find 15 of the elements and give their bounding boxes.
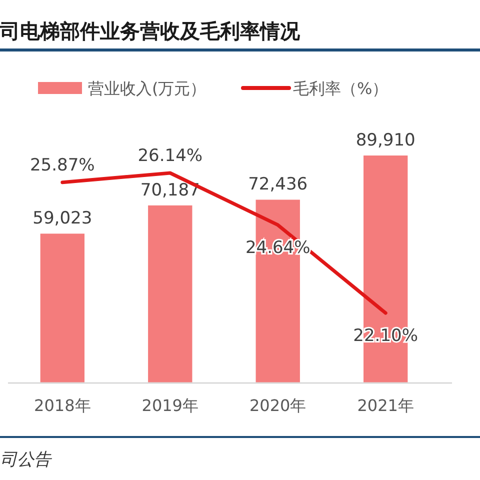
data-label: 25.87% xyxy=(30,155,95,176)
chart-title: 司电梯部件业务营收及毛利率情况 xyxy=(0,19,301,43)
data-label: 89,910 xyxy=(356,130,416,150)
x-tick-label: 2018年 xyxy=(34,396,91,415)
x-tick-label: 2020年 xyxy=(250,396,306,415)
x-tick-label: 2019年 xyxy=(142,396,198,415)
data-label: 26.14% xyxy=(138,146,203,166)
bar xyxy=(148,205,192,383)
bar xyxy=(40,234,84,383)
data-label: 72,436 xyxy=(248,174,308,195)
legend-label: 毛利率（%） xyxy=(293,79,388,98)
x-tick-label: 2021年 xyxy=(357,396,414,415)
text: 司公告 xyxy=(0,450,53,470)
data-label: 59,023 xyxy=(32,208,92,229)
legend-label: 营业收入(万元） xyxy=(88,79,206,98)
